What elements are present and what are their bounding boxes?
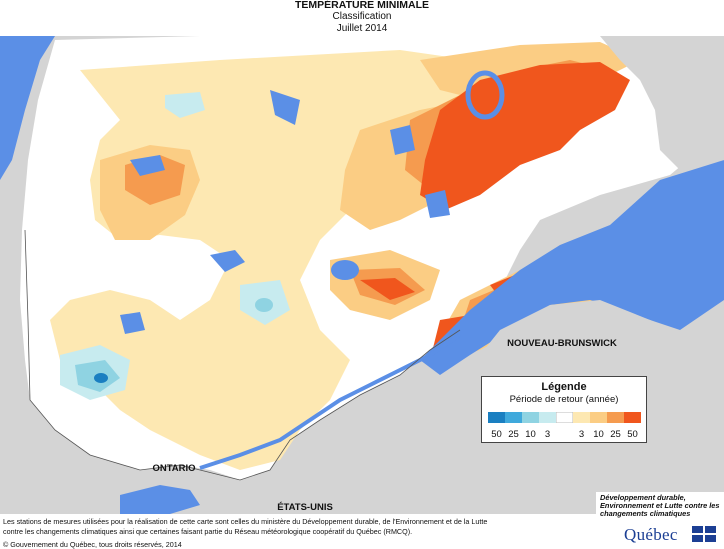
zone-cool-10-c	[255, 298, 273, 312]
zone-warm-3b	[230, 65, 330, 110]
quebec-logo: Développement durable, Environnement et …	[596, 492, 724, 549]
fleur-de-lis-flag-icon	[692, 526, 716, 542]
reservoir-central	[130, 155, 165, 176]
legend-swatch	[522, 412, 539, 423]
map-period: Juillet 2014	[336, 22, 388, 34]
legend-swatch	[539, 412, 556, 423]
legend-swatch	[607, 412, 624, 423]
legend-value: 3	[578, 429, 585, 440]
legend-swatches	[488, 412, 641, 423]
legend-swatch	[590, 412, 607, 423]
logo-ministry-text: Développement durable, Environnement et …	[600, 493, 720, 518]
legend-value: 50	[627, 429, 638, 440]
border-usa	[179, 329, 461, 481]
footer-copyright: © Gouvernement du Québec, tous droits ré…	[3, 540, 182, 549]
legend-value: 25	[610, 429, 621, 440]
legend-subtitle: Période de retour (année)	[509, 394, 619, 405]
st-lawrence-river	[199, 333, 462, 470]
map-svg: NOUVEAU-BRUNSWICK ONTARIO ÉTATS-UNIS	[0, 36, 724, 514]
reservoir-east	[425, 190, 450, 218]
footer: Les stations de mesures utilisées pour l…	[0, 514, 724, 549]
legend-box: Légende Période de retour (année) 50 25 10…	[481, 376, 647, 443]
legend-value: 10	[525, 429, 536, 440]
legend-swatch	[556, 412, 573, 423]
zone-cool-3-b	[165, 92, 205, 118]
legend-swatch	[573, 412, 590, 423]
label-ontario: ONTARIO	[152, 463, 195, 474]
zone-warm-50-c	[360, 278, 415, 300]
lake-water	[120, 485, 200, 514]
legend-values: 50 25 10 3 3 10 25 50	[488, 429, 641, 440]
border-ontario	[24, 229, 181, 471]
map-title: TEMPÉRATURE MINIMALE	[295, 0, 429, 11]
legend-value: 25	[508, 429, 519, 440]
legend-swatch	[624, 412, 641, 423]
label-etats-unis: ÉTATS-UNIS	[277, 502, 333, 513]
zone-cool-50-a	[94, 373, 108, 383]
logo-brand: Québec	[624, 525, 678, 544]
reservoir-gouin	[210, 250, 245, 272]
legend-value	[556, 429, 573, 440]
legend-title: Légende	[541, 381, 587, 393]
legend-swatch	[488, 412, 505, 423]
label-nouveau-brunswick: NOUVEAU-BRUNSWICK	[507, 338, 617, 349]
map-canvas: NOUVEAU-BRUNSWICK ONTARIO ÉTATS-UNIS	[0, 36, 724, 514]
legend-value: 3	[544, 429, 551, 440]
map-subtitle: Classification	[332, 11, 392, 22]
reservoir-caniapiscau	[270, 90, 300, 125]
manicouagan-reservoir	[465, 70, 505, 120]
reservoir-north	[390, 125, 415, 155]
james-bay-water	[0, 36, 55, 180]
zone-warm-50-a	[420, 62, 630, 210]
legend-swatch	[505, 412, 522, 423]
legend-value: 10	[593, 429, 604, 440]
reservoir-south	[120, 312, 145, 334]
labrador	[600, 36, 724, 170]
legend-value: 50	[491, 429, 502, 440]
lac-saint-jean	[331, 260, 359, 280]
footer-note: Les stations de mesures utilisées pour l…	[3, 517, 488, 536]
map-header: TEMPÉRATURE MINIMALE Classification Juil…	[0, 0, 724, 36]
st-lawrence-gulf	[420, 160, 724, 375]
